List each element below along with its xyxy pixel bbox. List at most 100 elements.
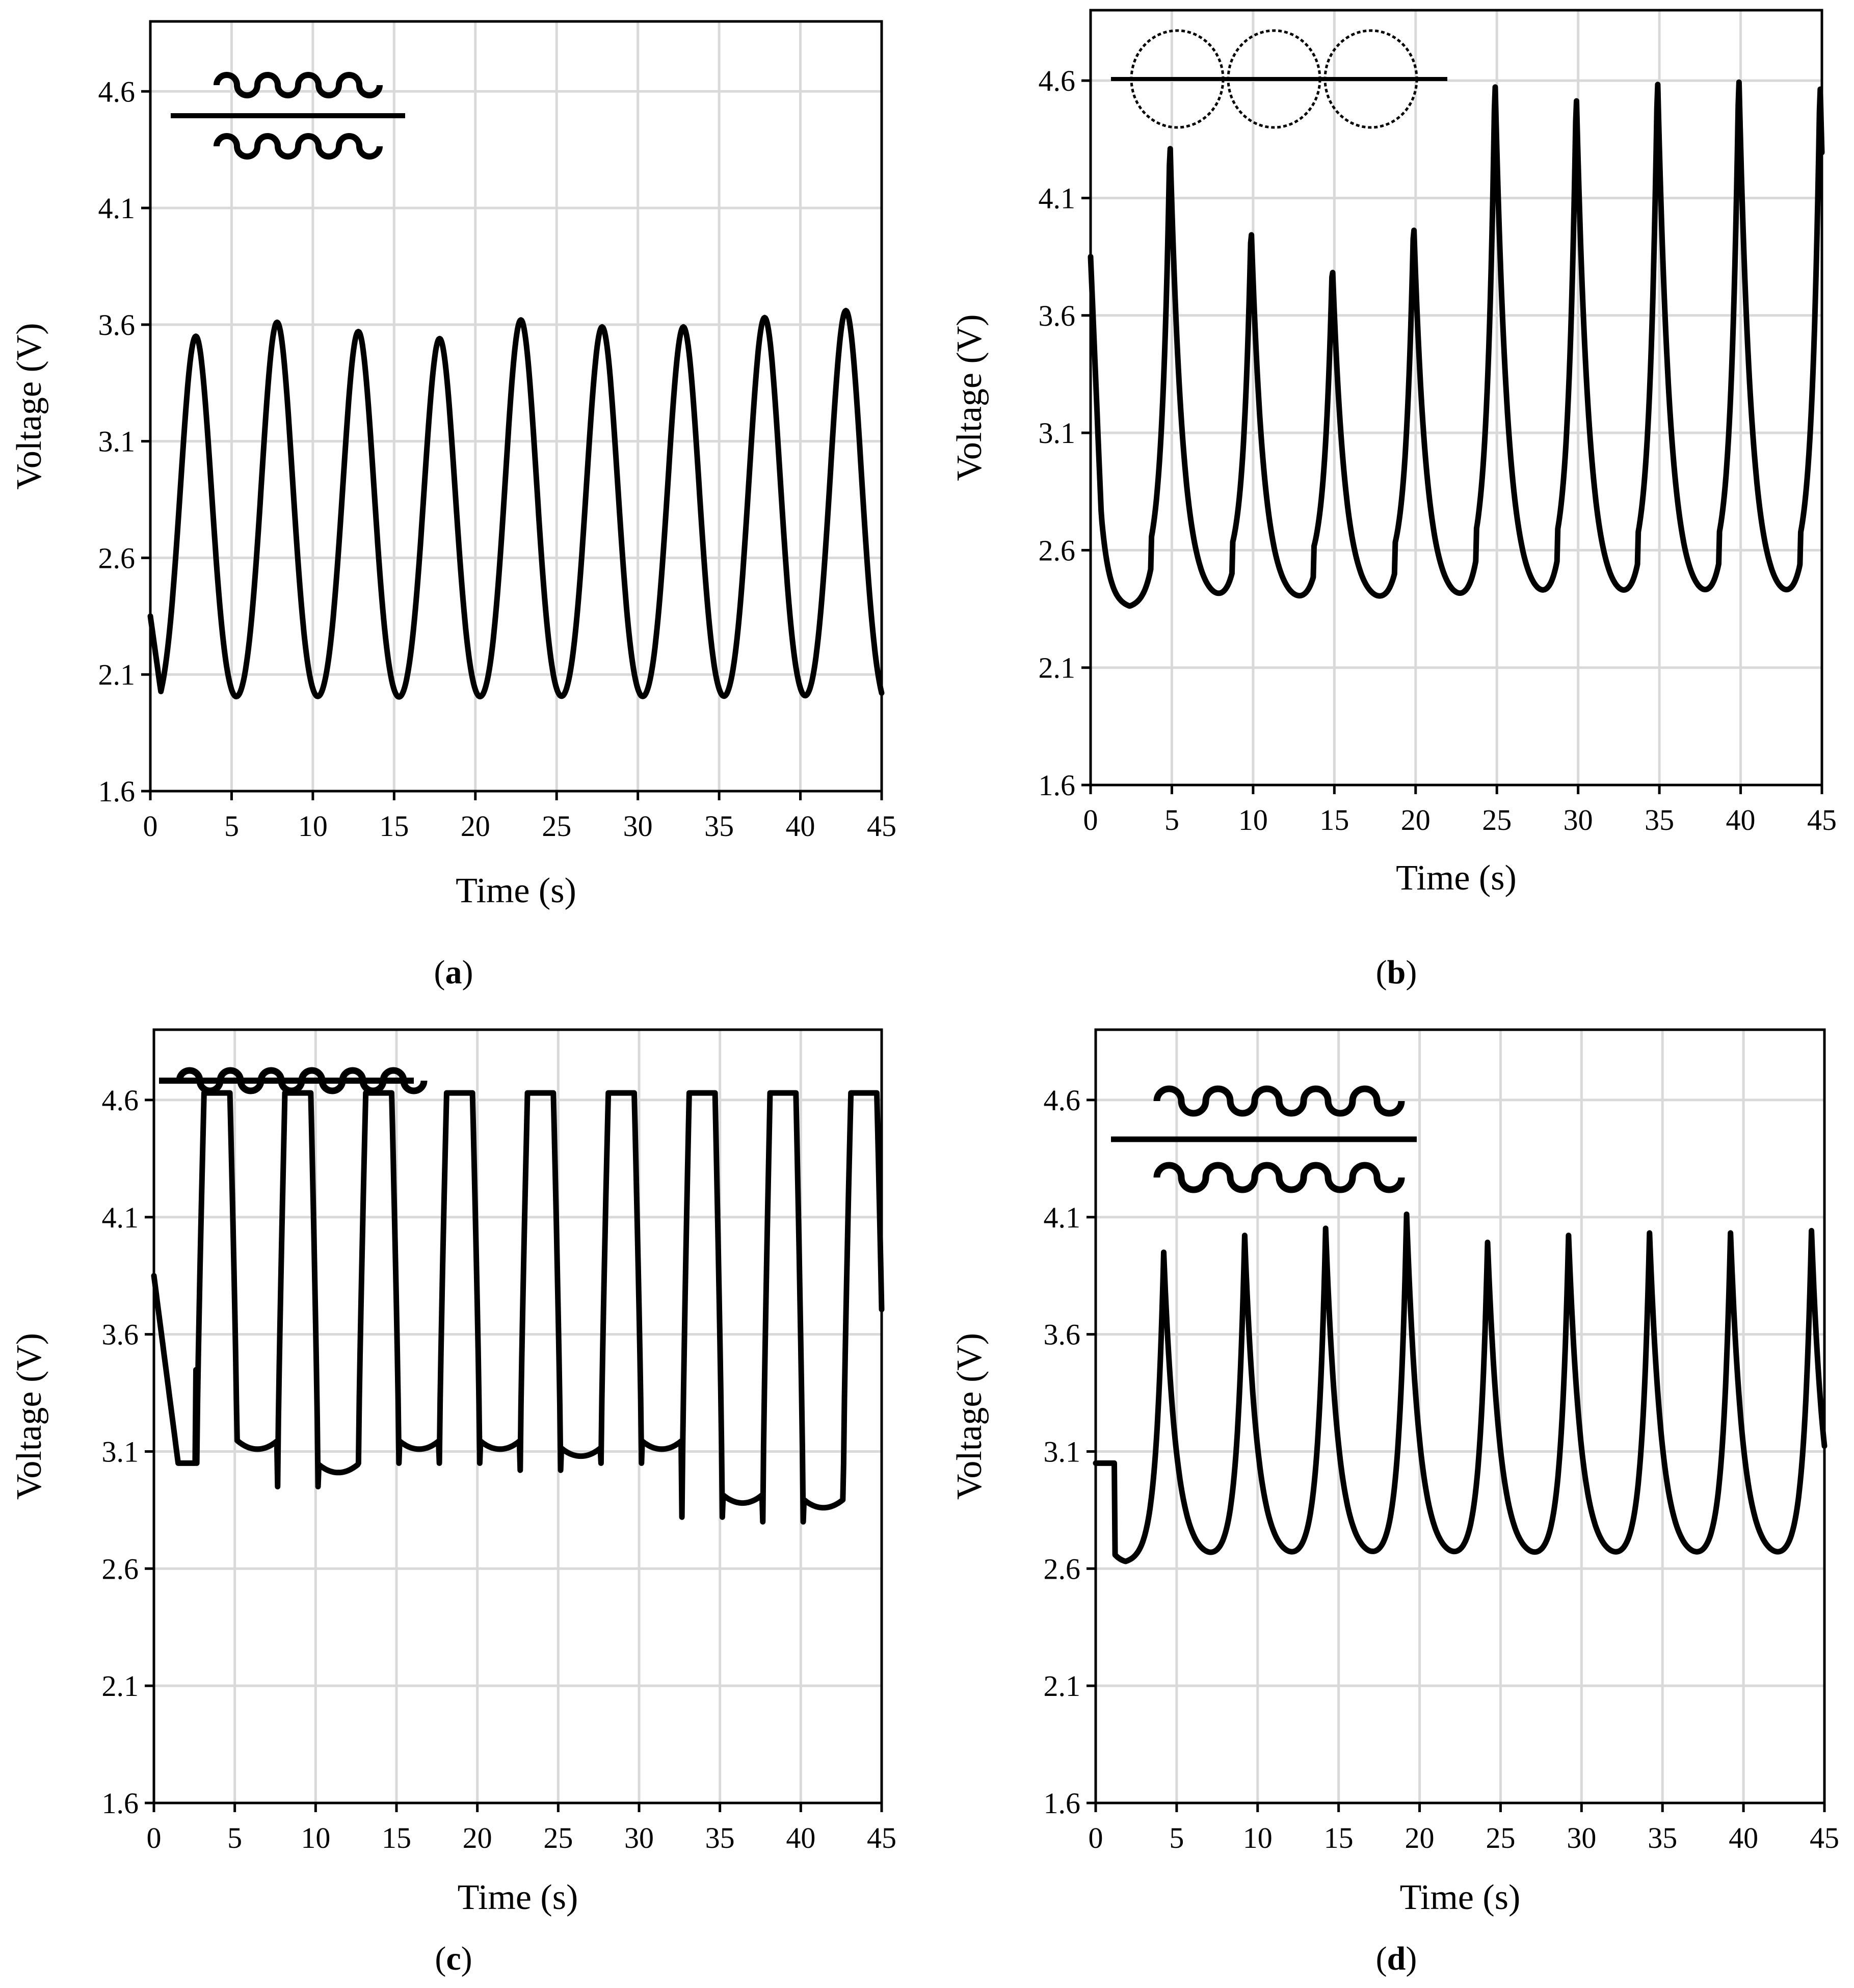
single-serpentine-sensor-icon [159,1067,428,1094]
caption-b-letter: b [1387,954,1406,991]
x-axis-label: Time (s) [458,1878,578,1917]
x-tick-label: 35 [705,1821,735,1854]
x-tick-label: 5 [227,1821,242,1854]
y-tick-label: 4.1 [102,1201,139,1234]
voltage-series-line [1093,1211,1827,1564]
y-tick-label: 2.6 [1039,534,1076,567]
y-tick-label: 3.1 [1044,1435,1081,1468]
serpentine-trace [1153,1162,1405,1193]
panel-d-chart: 0 5 10 15 20 25 30 35 40 45 1.6 2.1 2.6 3.1 3.6 4.1 4.6 T… [950,1028,1839,1917]
wide-double-serpentine-sensor-icon [1111,1085,1417,1193]
caption-b: (b) [1375,954,1417,991]
y-tick-label: 3.6 [1039,299,1076,332]
x-tick-label: 5 [1169,1821,1184,1854]
caption-c-letter: c [446,1940,461,1977]
y-tick-label: 1.6 [1044,1787,1081,1820]
x-tick-label: 20 [1405,1821,1435,1854]
serpentine-trace [1153,1085,1405,1117]
voltage-series-line [1088,79,1825,609]
y-tick-label: 1.6 [102,1787,139,1820]
y-axis-label: Voltage (V) [10,1333,49,1500]
caption-c: (c) [435,1940,472,1977]
x-tick-label: 35 [704,809,734,843]
y-axis-label: Voltage (V) [950,1333,989,1500]
x-tick-label: 45 [1810,1821,1839,1854]
plot-frame [1094,1028,1826,1804]
x-tick-label: 45 [867,809,896,843]
x-tick-label: 35 [1645,803,1674,836]
x-tick-label: 20 [461,809,490,843]
x-tick-label: 15 [1319,803,1349,836]
panel-a-chart: 0 5 10 15 20 25 30 35 40 45 1.6 2.1 2.6 3.1 3.6 4.1 4.6 T… [10,20,896,910]
y-tick-label: 4.1 [1039,181,1076,215]
caption-d: (d) [1375,1940,1417,1977]
x-tick-label: 15 [1324,1821,1354,1854]
lattice-loop [1323,29,1418,129]
x-axis-label: Time (s) [1396,858,1517,898]
voltage-series-line [147,307,885,700]
x-tick-label: 10 [298,809,328,843]
x-tick-label: 20 [1401,803,1431,836]
y-tick-label: 4.6 [1044,1084,1081,1117]
y-tick-label: 2.1 [102,1669,139,1703]
x-tick-label: 5 [1164,803,1179,836]
panel-c-chart: 0 5 10 15 20 25 30 35 40 45 1.6 2.1 2.6 3.1 3.6 4.1 4.6 T… [10,1028,896,1917]
y-tick-label: 2.1 [1039,651,1076,685]
double-serpentine-sensor-icon [171,72,405,160]
x-tick-label: 40 [786,809,815,843]
plot-frame [152,1028,883,1804]
x-tick-label: 30 [624,1821,654,1854]
x-tick-label: 30 [1567,1821,1596,1854]
serpentine-trace [214,72,383,98]
voltage-series-line [151,1090,885,1525]
y-tick-label: 1.6 [1039,769,1076,802]
x-tick-label: 40 [1726,803,1756,836]
plot-frame [149,20,883,793]
x-tick-label: 30 [1564,803,1593,836]
y-tick-label: 4.6 [98,75,136,108]
x-tick-label: 35 [1648,1821,1677,1854]
x-tick-label: 0 [1089,1821,1103,1854]
y-tick-label: 3.6 [102,1318,139,1351]
lattice-serpentine-sensor-icon [1111,29,1447,129]
y-tick-label: 4.6 [102,1084,139,1117]
x-tick-label: 15 [379,809,409,843]
plot-frame [1089,9,1823,787]
y-tick-label: 4.1 [1044,1201,1081,1234]
y-tick-label: 2.6 [1044,1552,1081,1585]
y-axis-label: Voltage (V) [950,314,989,481]
y-tick-label: 3.1 [102,1435,139,1468]
x-axis-label: Time (s) [456,871,576,910]
y-tick-label: 4.1 [98,192,136,225]
y-axis-label: Voltage (V) [10,323,49,489]
x-tick-label: 10 [1243,1821,1273,1854]
x-tick-label: 45 [867,1821,896,1854]
y-tick-label: 3.6 [1044,1318,1081,1351]
x-tick-label: 30 [623,809,653,843]
x-tick-label: 10 [1238,803,1268,836]
x-tick-label: 0 [1083,803,1098,836]
lattice-loop [1227,29,1321,129]
x-tick-label: 40 [1729,1821,1758,1854]
y-tick-label: 2.6 [98,541,136,574]
caption-a: (a) [434,954,473,991]
y-tick-label: 2.6 [102,1552,139,1585]
serpentine-trace [214,133,383,160]
x-tick-label: 45 [1807,803,1837,836]
lattice-loop [1130,29,1225,129]
y-tick-label: 1.6 [98,775,136,808]
x-axis-label: Time (s) [1400,1878,1521,1917]
y-tick-label: 3.6 [98,308,136,342]
x-tick-label: 5 [224,809,239,843]
y-tick-label: 2.1 [98,658,136,691]
y-tick-label: 3.1 [98,425,136,458]
caption-a-letter: a [445,954,462,991]
x-tick-label: 25 [1482,803,1512,836]
x-tick-label: 10 [301,1821,330,1854]
x-tick-label: 0 [143,809,158,843]
y-tick-label: 4.6 [1039,64,1076,97]
panel-b-chart: 0 5 10 15 20 25 30 35 40 45 1.6 2.1 2.6 3.1 3.6 4.1 4.6 T… [950,9,1837,898]
serpentine-trace [176,1067,428,1094]
x-tick-label: 40 [786,1821,815,1854]
caption-d-letter: d [1387,1940,1406,1977]
